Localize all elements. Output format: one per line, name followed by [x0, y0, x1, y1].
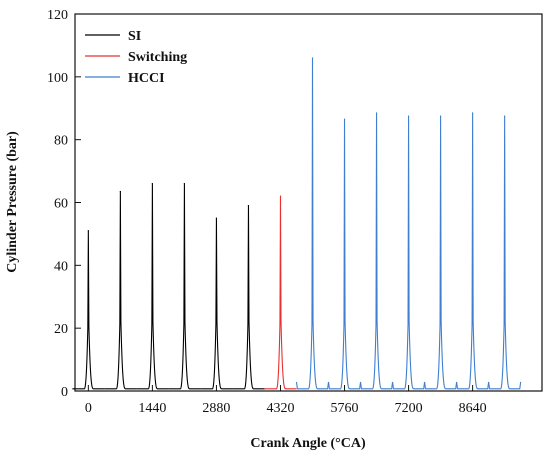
- series-line-hcci: [392, 115, 426, 390]
- series-line-hcci: [456, 112, 490, 390]
- x-tick-label: 8640: [459, 401, 487, 416]
- x-tick-label: 4320: [266, 401, 294, 416]
- series-line-hcci: [359, 112, 394, 390]
- legend: SI Switching HCCI: [85, 29, 187, 86]
- series-line-si: [103, 190, 137, 390]
- y-tick-label: 20: [54, 322, 68, 337]
- series-layer: [71, 57, 522, 390]
- series-line-hcci: [488, 115, 522, 390]
- series-line-switching: [264, 195, 297, 390]
- x-tick-label: 0: [85, 401, 92, 416]
- x-tick-label: 5760: [331, 401, 359, 416]
- series-line-si: [136, 183, 169, 390]
- peak-point-hcci: [375, 112, 378, 114]
- legend-label-switching: Switching: [128, 50, 187, 65]
- x-tick-label: 2880: [202, 401, 230, 416]
- x-axis-title: Crank Angle (°CA): [250, 436, 366, 451]
- y-tick-label: 120: [47, 8, 68, 23]
- series-line-si: [232, 205, 265, 390]
- series-line-hcci: [327, 118, 362, 390]
- y-tick-label: 60: [54, 197, 68, 212]
- peak-point-si: [151, 183, 153, 185]
- y-tick-label: 40: [54, 259, 68, 274]
- peak-point-si: [87, 230, 89, 232]
- peak-point-si: [119, 190, 121, 193]
- series-line-si: [200, 217, 233, 390]
- series-line-si: [71, 230, 105, 390]
- peak-point-hcci: [311, 57, 314, 59]
- peak-point-hcci: [472, 112, 474, 114]
- peak-point-hcci: [343, 118, 346, 120]
- series-line-hcci: [424, 115, 458, 390]
- peak-point-si: [247, 205, 250, 207]
- series-line-si: [168, 183, 201, 390]
- legend-label-si: SI: [128, 29, 141, 44]
- peak-point-hcci: [439, 115, 442, 117]
- peak-point-switching: [279, 195, 282, 197]
- x-tick-label: 1440: [138, 401, 166, 416]
- series-line-hcci: [295, 57, 330, 390]
- y-axis-title: Cylinder Pressure (bar): [5, 131, 20, 273]
- y-tick-label: 80: [54, 134, 68, 149]
- peak-point-si: [183, 183, 186, 185]
- peak-point-hcci: [407, 115, 410, 117]
- y-tick-label: 0: [61, 385, 68, 400]
- peak-point-si: [215, 217, 218, 219]
- peak-point-hcci: [504, 115, 506, 117]
- legend-label-hcci: HCCI: [128, 71, 165, 86]
- tick-layer: 0 1440 2880 4320 5760 7200 8640 0 20 40 60 80 100 120: [47, 8, 487, 416]
- y-tick-label: 100: [47, 71, 68, 86]
- x-tick-label: 7200: [395, 401, 423, 416]
